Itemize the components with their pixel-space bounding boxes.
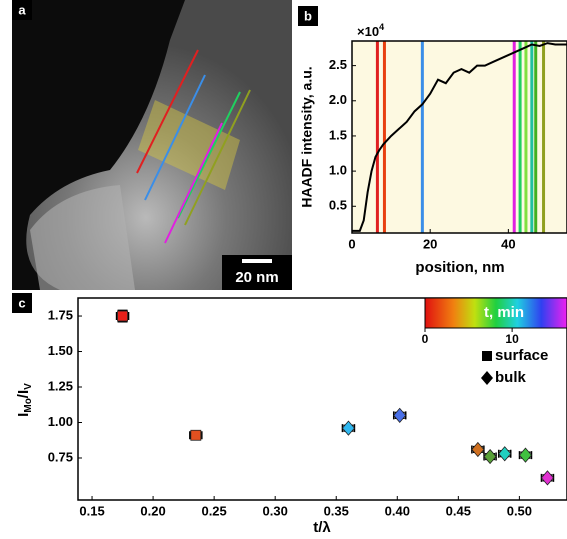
point [498, 446, 512, 462]
x-tick-label: 0.45 [446, 503, 471, 518]
x-axis-label: t/λ [313, 519, 331, 534]
y-tick-label: 0.5 [329, 198, 347, 213]
colorbar-tick-label: 10 [505, 332, 519, 346]
colorbar-label: t, min [484, 304, 524, 321]
x-tick-label: 0.15 [79, 503, 104, 518]
y-axis-label-part: /I [15, 390, 32, 398]
y-tick-label: 1.0 [329, 163, 347, 178]
x-axis-label: position, nm [415, 259, 504, 276]
multiplier: ×104 [357, 22, 384, 39]
axis-frame [351, 40, 567, 234]
legend-marker [482, 351, 492, 361]
colorbar-tick-label: 0 [422, 332, 429, 346]
y-tick-label: 1.75 [48, 307, 73, 322]
y-axis-label: IMo/IV [15, 383, 34, 417]
point [341, 420, 355, 436]
x-tick-label: 0 [348, 236, 355, 251]
panel-label: c [18, 295, 25, 310]
profile-line [136, 49, 199, 174]
multiplier-part: ×10 [357, 24, 379, 39]
x-tick-label: 0.40 [385, 503, 410, 518]
y-tick-label: 2.5 [329, 57, 347, 72]
panel-label-bg [298, 6, 318, 26]
y-tick-label: 2.0 [329, 92, 347, 107]
x-tick-label: 0.20 [140, 503, 165, 518]
y-axis-label-part: I [15, 413, 32, 417]
point [540, 470, 554, 486]
x-tick-label: 0.50 [507, 503, 532, 518]
specimen-tip [30, 185, 135, 290]
x-tick-label: 0.35 [324, 503, 349, 518]
x-tick-label: 0.30 [263, 503, 288, 518]
y-tick-label: 1.5 [329, 127, 347, 142]
profile [352, 42, 567, 232]
legend-label: bulk [495, 369, 526, 386]
legend-marker [481, 371, 493, 385]
x-tick-label: 40 [501, 236, 515, 251]
y-tick-label: 1.00 [48, 414, 73, 429]
profile-line [177, 91, 241, 219]
roi-box [138, 100, 240, 190]
panel-label-bg [12, 293, 32, 313]
axis-frame [77, 297, 567, 501]
panel-label-bg [12, 0, 32, 20]
image-panel: a 20 nm [12, 0, 292, 290]
profile-line [164, 122, 223, 244]
point [518, 447, 533, 463]
y-axis-label-part: V [23, 383, 34, 390]
y-tick-label: 0.75 [48, 449, 73, 464]
point [190, 429, 202, 441]
y-axis-label-part: Mo [23, 398, 34, 412]
multiplier-part: 4 [379, 22, 384, 32]
panel-label: b [304, 8, 312, 23]
legend-label: surface [495, 347, 548, 364]
point [393, 407, 407, 424]
y-axis-label: HAADF intensity, a.u. [299, 66, 315, 207]
y-tick-label: 1.25 [48, 378, 73, 393]
panel-label: a [18, 2, 26, 17]
x-tick-label: 20 [423, 236, 437, 251]
scale-bar-label: 20 nm [235, 269, 278, 286]
point [471, 441, 485, 458]
point [117, 310, 128, 322]
colorbar [424, 297, 567, 329]
point [483, 448, 497, 465]
x-tick-label: 0.25 [201, 503, 226, 518]
profile-line [184, 89, 251, 226]
profile-line [144, 74, 206, 201]
y-tick-label: 1.50 [48, 343, 73, 358]
